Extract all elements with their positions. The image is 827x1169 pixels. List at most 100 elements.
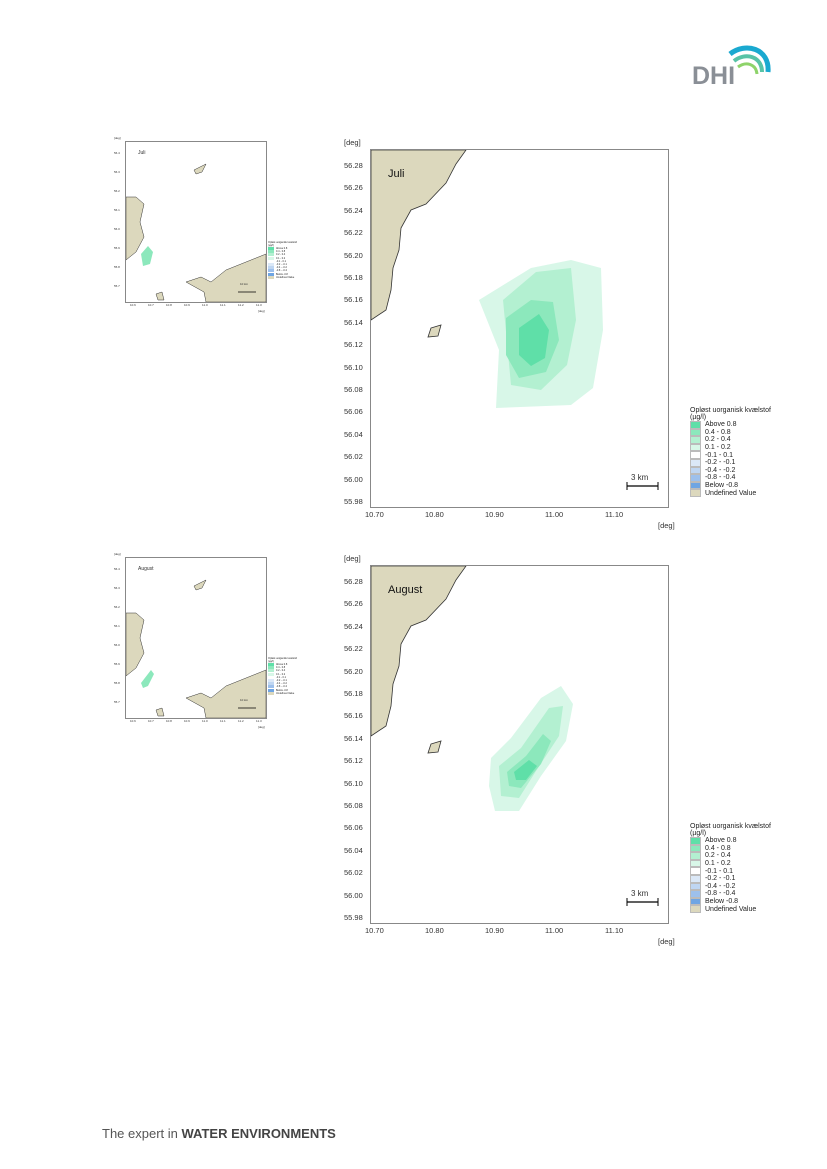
- y-tick-label: 56.02: [344, 868, 363, 878]
- y-tick-label: 56.20: [344, 666, 363, 676]
- legend-swatch: [690, 837, 701, 845]
- overview-legend-swatch: [268, 266, 274, 270]
- legend-item-label: Above 0.8: [705, 837, 737, 845]
- legend-unit: (µg/l): [690, 414, 707, 421]
- y-axis-unit: [deg]: [344, 138, 361, 147]
- month-label: August: [388, 584, 423, 596]
- y-tick-label: 55.98: [344, 913, 363, 922]
- legend-unit: (µg/l): [690, 830, 707, 837]
- dhi-logo: [728, 45, 771, 75]
- legend-swatch: [690, 874, 701, 883]
- overview-legend-item: -0.4 - -0.2: [268, 682, 297, 686]
- overview-legend-label: -0.2 - -0.1: [276, 679, 287, 683]
- x-tick-label: 11.10: [605, 510, 624, 519]
- scale-bar: [626, 482, 659, 490]
- legend: Opløst uorganisk kvælstof (µg/l) Above 0.8…: [690, 407, 771, 497]
- overview-legend-label: Above 0.8: [276, 247, 288, 251]
- legend-swatch: [690, 897, 701, 906]
- dhi-logo-text: DHI: [692, 62, 736, 90]
- overview-legend-swatch: [268, 685, 274, 689]
- y-tick-label: 56.14: [344, 733, 363, 743]
- y-tick-label: 55.98: [344, 497, 363, 506]
- legend-swatch: [690, 882, 701, 891]
- scale-bar: [626, 898, 659, 906]
- overview-x-unit: [deg]: [258, 309, 265, 313]
- overview-month-label: Juli: [138, 150, 146, 156]
- overview-legend-swatch: [268, 263, 274, 267]
- overview-x-tick: 11.2: [238, 719, 244, 723]
- overview-legend-swatch: [268, 666, 274, 670]
- legend-item-label: 0.1 - 0.2: [705, 860, 731, 868]
- overview-legend-swatch: [268, 691, 274, 695]
- y-tick-label: 56.26: [344, 599, 363, 609]
- overview-coast: [126, 612, 145, 677]
- overview-legend-item: -0.1 - 0.1: [268, 675, 297, 679]
- x-tick-label: 10.70: [365, 510, 384, 519]
- legend-item: 0.1 - 0.2: [690, 443, 771, 452]
- legend-swatch: [690, 890, 701, 898]
- legend-swatch: [690, 844, 701, 853]
- overview-y-tick: 56.0: [114, 643, 120, 647]
- overview-legend-swatch: [268, 269, 274, 273]
- legend-title: Opløst uorganisk kvælstof: [690, 823, 771, 830]
- y-tick-label: 56.26: [344, 183, 363, 193]
- legend-item-label: -0.8 - -0.4: [705, 890, 736, 898]
- legend-item-label: -0.1 - 0.1: [705, 451, 734, 459]
- overview-legend-label: 0.2 - 0.4: [276, 253, 286, 257]
- y-tick-label: 56.28: [344, 577, 363, 586]
- overview-legend-label: 0.1 - 0.2: [276, 256, 286, 260]
- legend-item-label: -0.4 - -0.2: [705, 466, 736, 474]
- overview-land-south: [185, 669, 266, 718]
- overview-legend-swatch: [268, 275, 274, 279]
- overview-x-tick: 10.6: [130, 303, 136, 307]
- legend-item: -0.8 - -0.4: [690, 890, 771, 898]
- overview-legend-item: 0.1 - 0.2: [268, 672, 297, 676]
- overview-y-tick: 55.8: [114, 265, 120, 269]
- overview-y-tick: 56.3: [114, 170, 120, 174]
- legend-swatch: [690, 436, 701, 444]
- y-tick-label: 56.16: [344, 711, 363, 721]
- overview-legend-swatch: [268, 250, 274, 254]
- overview-legend-swatch: [268, 272, 274, 276]
- concentration-contour: [519, 314, 549, 366]
- legend-item-label: -0.2 - -0.1: [705, 459, 736, 467]
- y-tick-label: 56.18: [344, 689, 363, 698]
- island-land: [427, 740, 442, 754]
- legend-swatch: [690, 428, 701, 437]
- overview-x-tick: 11.0: [202, 719, 208, 723]
- overview-map-juli: Juli 10 km: [125, 141, 267, 303]
- overview-legend-item: 0.4 - 0.8: [268, 250, 297, 254]
- map-canvas: [371, 150, 603, 408]
- overview-y-tick: 55.7: [114, 700, 120, 704]
- overview-unit: [deg]: [114, 552, 121, 556]
- y-axis-unit: [deg]: [344, 554, 361, 563]
- overview-legend-label: -0.1 - 0.1: [276, 259, 287, 263]
- overview-islet: [155, 291, 165, 301]
- legend-item: -0.2 - -0.1: [690, 874, 771, 883]
- legend-title: Opløst uorganisk kvælstof: [690, 407, 771, 414]
- overview-x-tick: 11.3: [256, 303, 262, 307]
- legend-swatch: [690, 466, 701, 475]
- legend-item-label: 0.2 - 0.4: [705, 436, 731, 444]
- overview-legend-title: Opløst uorganisk kvælstof: [268, 657, 297, 660]
- overview-x-tick: 10.9: [184, 303, 190, 307]
- overview-y-tick: 55.7: [114, 284, 120, 288]
- map-plot-august: August 3 km: [370, 565, 669, 924]
- y-tick-label: 56.24: [344, 205, 363, 215]
- tagline-prefix: The expert in: [102, 1126, 182, 1141]
- legend-item-label: -0.2 - -0.1: [705, 875, 736, 883]
- overview-legend-label: Undefined Value: [276, 691, 295, 695]
- overview-legend-item: 0.2 - 0.4: [268, 253, 297, 257]
- y-tick-label: 56.00: [344, 474, 363, 484]
- y-tick-label: 56.06: [344, 823, 363, 833]
- overview-legend-label: 0.2 - 0.4: [276, 669, 286, 673]
- overview-y-tick: 56.0: [114, 227, 120, 231]
- overview-x-tick: 11.0: [202, 303, 208, 307]
- overview-legend-item: -0.2 - -0.1: [268, 263, 297, 267]
- overview-legend-label: -0.8 - -0.4: [276, 685, 287, 689]
- overview-legend-label: Below -0.8: [276, 272, 288, 276]
- y-tick-label: 56.18: [344, 273, 363, 282]
- legend-swatch: [690, 451, 701, 459]
- overview-x-tick: 10.8: [166, 303, 172, 307]
- legend-item: 0.4 - 0.8: [690, 844, 771, 853]
